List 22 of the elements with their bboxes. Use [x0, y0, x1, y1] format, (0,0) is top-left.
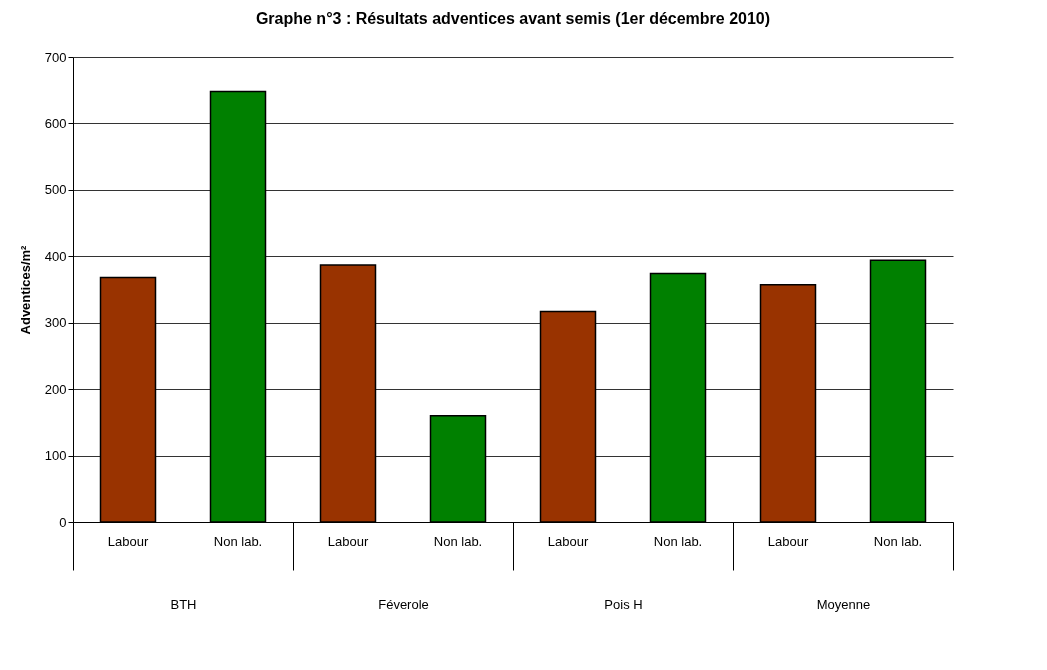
chart-title: Graphe n°3 : Résultats adventices avant semis (1er décembre 2010) — [255, 10, 771, 27]
text: Non lab. — [433, 534, 483, 549]
y-tick-label: 700 — [44, 49, 67, 65]
x-tick-label: BTH — [170, 596, 197, 612]
series-label: Non lab. — [213, 534, 263, 549]
y-tick-label: 500 — [44, 182, 67, 198]
x-tick-label: Féverole — [378, 596, 429, 612]
text: Labour — [767, 534, 809, 549]
y-tick-label: 100 — [44, 448, 67, 464]
y-tick-label: 0 — [59, 514, 67, 530]
y-tick-label: 400 — [44, 248, 67, 264]
text: Non lab. — [873, 534, 923, 549]
x-tick-label: Pois H — [604, 596, 643, 612]
y-axis-title: Adventices/m² — [17, 244, 33, 335]
x-tick-label: Moyenne — [816, 596, 871, 612]
text: Labour — [547, 534, 589, 549]
text: Labour — [327, 534, 369, 549]
y-tick-label: 600 — [44, 115, 67, 131]
y-tick-label: 200 — [44, 381, 67, 397]
series-label: Labour — [107, 534, 149, 549]
text: Non lab. — [653, 534, 703, 549]
y-tick-label: 300 — [44, 315, 67, 331]
